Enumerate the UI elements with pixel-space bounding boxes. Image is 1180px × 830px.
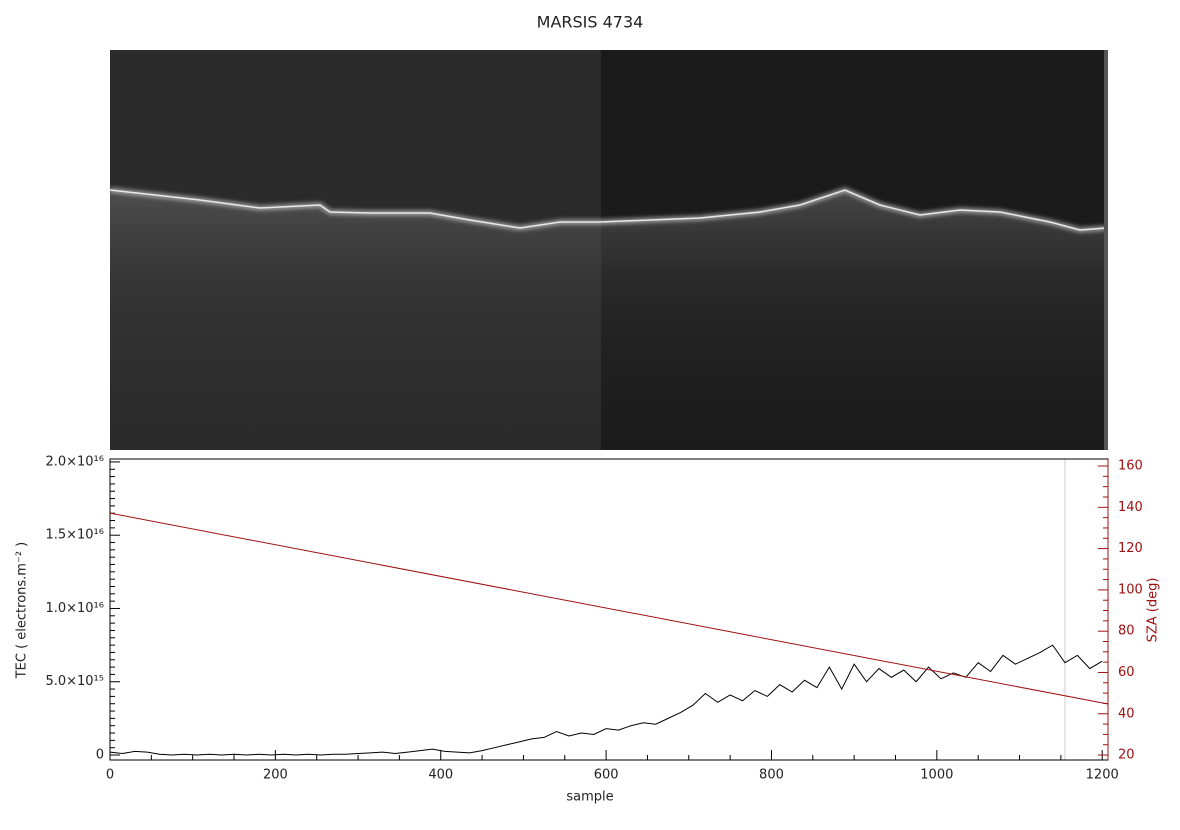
y2-tick-label: 140 <box>1118 500 1143 515</box>
y-tick-label: 5.0×10¹⁵ <box>45 674 104 689</box>
x-tick-label: 1200 <box>1086 768 1119 783</box>
y2-tick-label: 80 <box>1118 624 1135 639</box>
y-tick-label: 2.0×10¹⁶ <box>45 454 104 469</box>
x-tick-label: 200 <box>263 768 288 783</box>
radargram <box>109 50 1108 450</box>
chart-title: MARSIS 4734 <box>537 13 644 32</box>
data-line <box>109 644 1103 756</box>
y-tick-label: 1.5×10¹⁶ <box>45 528 104 543</box>
x-axis-label: sample <box>566 790 613 805</box>
x-tick-label: 1000 <box>920 768 953 783</box>
y2-tick-label: 40 <box>1118 706 1135 721</box>
y2-tick-label: 120 <box>1118 541 1143 556</box>
plot-frame <box>109 458 1109 761</box>
x-tick-label: 800 <box>759 768 784 783</box>
y2-tick-label: 160 <box>1118 459 1143 474</box>
y2-axis-label: SZA (deg) <box>1146 578 1161 643</box>
y2-tick-label: 100 <box>1118 582 1143 597</box>
y-tick-label: 0 <box>96 748 104 763</box>
y-axis-label: TEC ( electrons.m⁻² ) <box>15 542 30 680</box>
x-tick-label: 400 <box>428 768 453 783</box>
x-tick-label: 0 <box>106 768 114 783</box>
data-line <box>109 512 1109 705</box>
x-tick-label: 600 <box>594 768 619 783</box>
y2-tick-label: 20 <box>1118 748 1135 763</box>
y2-tick-label: 60 <box>1118 665 1135 680</box>
y-tick-label: 1.0×10¹⁶ <box>45 601 104 616</box>
